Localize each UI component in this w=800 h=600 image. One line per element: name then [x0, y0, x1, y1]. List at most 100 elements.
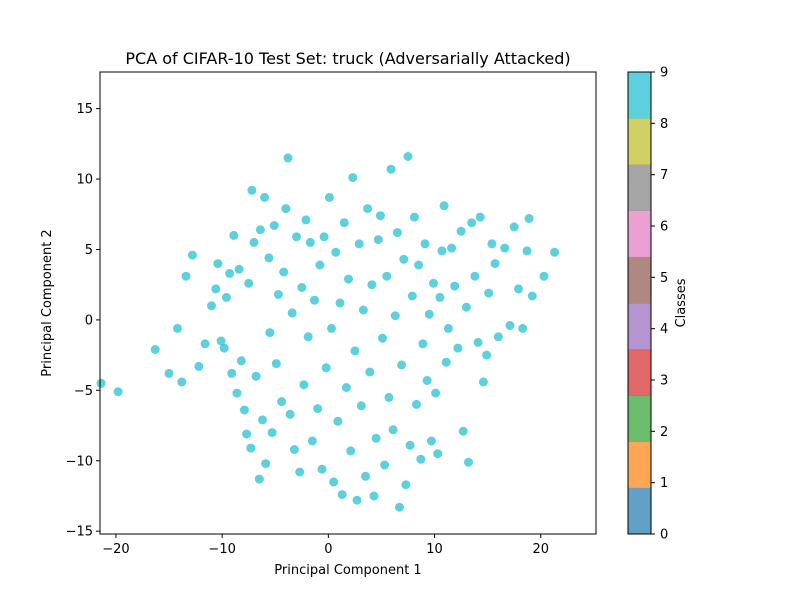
x-tick-label: 0 — [324, 542, 332, 557]
scatter-point — [405, 440, 415, 450]
scatter-point — [384, 392, 394, 402]
scatter-point — [354, 239, 364, 249]
colorbar-label: Classes — [674, 278, 689, 327]
colorbar-segment — [628, 164, 651, 211]
scatter-point — [344, 274, 353, 284]
scatter-point — [113, 387, 123, 397]
scatter-point — [467, 218, 477, 228]
scatter-point — [96, 378, 106, 388]
scatter-point — [324, 192, 334, 202]
scatter-point — [524, 214, 534, 223]
scatter-point — [267, 428, 277, 438]
scatter-point — [200, 339, 210, 349]
scatter-point — [458, 426, 468, 436]
scatter-point — [439, 201, 449, 211]
scatter-point — [493, 332, 503, 342]
scatter-point — [187, 250, 197, 260]
scatter-point — [292, 232, 301, 242]
scatter-point — [232, 388, 242, 398]
scatter-point — [177, 377, 187, 387]
scatter-point — [331, 247, 341, 257]
scatter-point — [216, 336, 226, 346]
y-tick-label: 5 — [85, 243, 93, 258]
scatter-point — [550, 247, 560, 257]
scatter-point — [254, 474, 264, 484]
scatter-point — [422, 376, 432, 385]
scatter-point — [335, 298, 345, 308]
scatter-point — [464, 457, 473, 467]
colorbar-tick-label: 2 — [660, 425, 668, 440]
scatter-point — [181, 271, 191, 281]
scatter-point — [514, 284, 523, 294]
y-axis-label: Principal Component 2 — [40, 229, 55, 376]
colorbar-segment — [628, 395, 651, 442]
scatter-point — [346, 446, 356, 456]
scatter-point — [435, 292, 445, 302]
scatter-point — [273, 290, 283, 299]
scatter-point — [242, 429, 252, 439]
colorbar-tick-label: 4 — [660, 322, 668, 337]
scatter-point — [386, 164, 396, 174]
scatter-point — [239, 405, 249, 415]
scatter-point — [295, 467, 305, 477]
colorbar-ticks: 0 1 2 3 4 5 6 7 8 9 — [651, 66, 668, 543]
scatter-point — [299, 380, 309, 390]
scatter-point — [265, 328, 275, 338]
scatter-point — [313, 404, 323, 414]
colorbar-segment — [628, 349, 651, 396]
scatter-point — [348, 173, 358, 183]
scatter-point — [227, 368, 237, 378]
scatter-point — [490, 259, 500, 269]
x-tick-label: −20 — [102, 542, 129, 557]
scatter-point — [371, 433, 381, 443]
scatter-point — [337, 490, 347, 500]
scatter-point — [375, 211, 385, 221]
scatter-point — [194, 361, 204, 371]
scatter-point — [289, 445, 299, 454]
scatter-point — [441, 357, 451, 367]
scatter-point — [475, 212, 485, 222]
scatter-point — [315, 260, 325, 270]
scatter-point — [382, 271, 392, 281]
y-axis-ticks: −15 −10 −5 0 5 10 15 — [66, 102, 100, 540]
scatter-point — [412, 399, 421, 409]
scatter-point — [429, 278, 438, 288]
scatter-point — [365, 367, 375, 377]
colorbar-segment — [628, 210, 651, 258]
scatter-point — [447, 243, 457, 253]
colorbar-tick-label: 6 — [660, 220, 668, 235]
scatter-point — [283, 153, 293, 163]
scatter-point — [388, 425, 398, 435]
scatter-point — [307, 436, 317, 446]
scatter-point — [484, 288, 494, 298]
scatter-point — [305, 237, 315, 247]
scatter-point — [277, 397, 287, 407]
scatter-point — [219, 343, 229, 353]
scatter-point — [390, 311, 400, 321]
scatter-point — [456, 226, 466, 236]
y-tick-label: −5 — [74, 384, 93, 399]
scatter-point — [409, 212, 419, 222]
scatter-point — [424, 309, 434, 319]
scatter-point — [437, 246, 447, 256]
y-tick-label: −10 — [66, 454, 93, 469]
scatter-point — [518, 323, 528, 333]
scatter-point — [164, 368, 174, 378]
scatter-point — [399, 254, 409, 264]
colorbar-tick-label: 8 — [660, 117, 668, 132]
y-tick-label: 10 — [76, 173, 93, 188]
scatter-point — [487, 239, 497, 249]
scatter-point — [373, 235, 383, 245]
scatter-point — [478, 377, 488, 387]
scatter-point — [356, 401, 366, 411]
scatter-point — [264, 253, 274, 263]
scatter-point — [173, 323, 182, 333]
scatter-point — [261, 459, 271, 469]
scatter-point — [482, 350, 492, 360]
scatter-point — [450, 281, 460, 291]
scatter-point — [363, 204, 373, 214]
scatter-point — [287, 308, 297, 318]
colorbar-segment — [628, 256, 651, 304]
